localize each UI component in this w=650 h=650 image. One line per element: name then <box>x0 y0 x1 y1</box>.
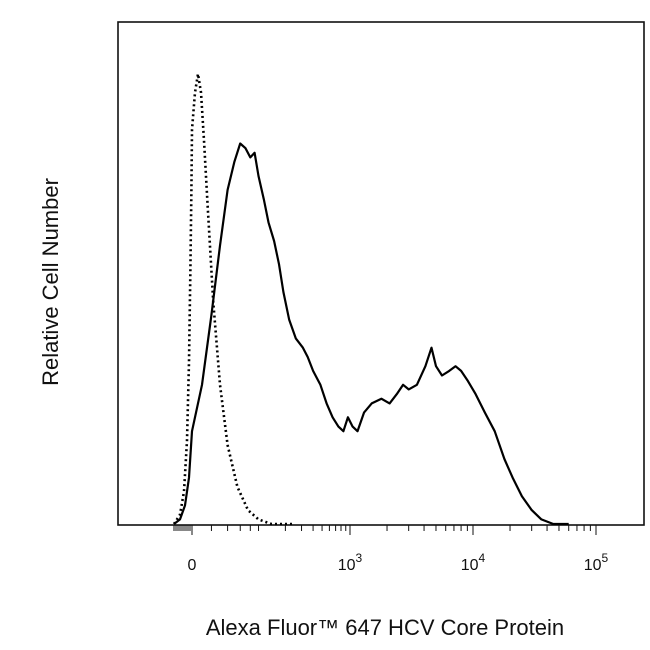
x-minor-ticks <box>173 525 597 535</box>
series-line-control <box>172 72 295 526</box>
x-tick-label: 105 <box>584 551 609 574</box>
y-axis-title: Relative Cell Number <box>38 178 63 386</box>
x-tick-labels: 0 103 104 105 <box>188 551 609 574</box>
x-tick-label: 104 <box>461 551 486 574</box>
x-tick-label: 103 <box>338 551 363 574</box>
plot-frame <box>117 21 645 526</box>
series-layer <box>172 72 569 526</box>
x-tick-label: 0 <box>188 557 197 574</box>
series-line-stained <box>173 142 569 526</box>
x-axis-title: Alexa Fluor™ 647 HCV Core Protein <box>206 615 564 640</box>
